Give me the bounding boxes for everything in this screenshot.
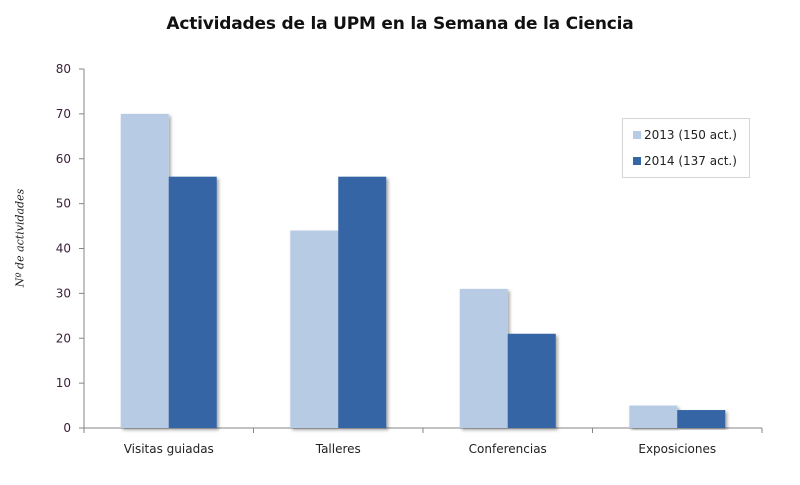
- y-tick-label: 70: [56, 107, 71, 121]
- chart-title: Actividades de la UPM en la Semana de la…: [166, 14, 634, 34]
- y-tick-label: 30: [56, 286, 71, 300]
- bar-visitas-guiadas-2013: [120, 113, 169, 428]
- chart-legend: 2013 (150 act.) 2014 (137 act.): [622, 118, 750, 178]
- y-tick-label: 80: [56, 62, 71, 76]
- bar-talleres-2013: [290, 230, 339, 428]
- legend-label-2013: 2013 (150 act.): [644, 128, 737, 142]
- y-tick-label: 40: [56, 242, 71, 256]
- y-tick-label: 20: [56, 331, 71, 345]
- x-category-label: Talleres: [315, 442, 361, 456]
- bar-exposiciones-2014: [677, 410, 726, 428]
- bar-talleres-2014: [338, 176, 387, 428]
- y-tick-label: 60: [56, 152, 71, 166]
- legend-swatch-2014: [633, 157, 641, 165]
- x-category-label: Conferencias: [469, 442, 547, 456]
- x-category-label: Exposiciones: [638, 442, 716, 456]
- legend-label-2014: 2014 (137 act.): [644, 154, 737, 168]
- y-tick-label: 0: [63, 421, 71, 435]
- legend-item-2013: 2013 (150 act.): [633, 128, 737, 142]
- bar-conferencias-2014: [507, 333, 556, 428]
- y-tick-label: 50: [56, 197, 71, 211]
- bar-conferencias-2013: [459, 288, 508, 428]
- y-tick-label: 10: [56, 376, 71, 390]
- legend-item-2014: 2014 (137 act.): [633, 154, 737, 168]
- bar-exposiciones-2013: [629, 405, 678, 428]
- x-category-label: Visitas guiadas: [124, 442, 214, 456]
- bar-visitas-guiadas-2014: [168, 176, 217, 428]
- legend-swatch-2013: [633, 131, 641, 139]
